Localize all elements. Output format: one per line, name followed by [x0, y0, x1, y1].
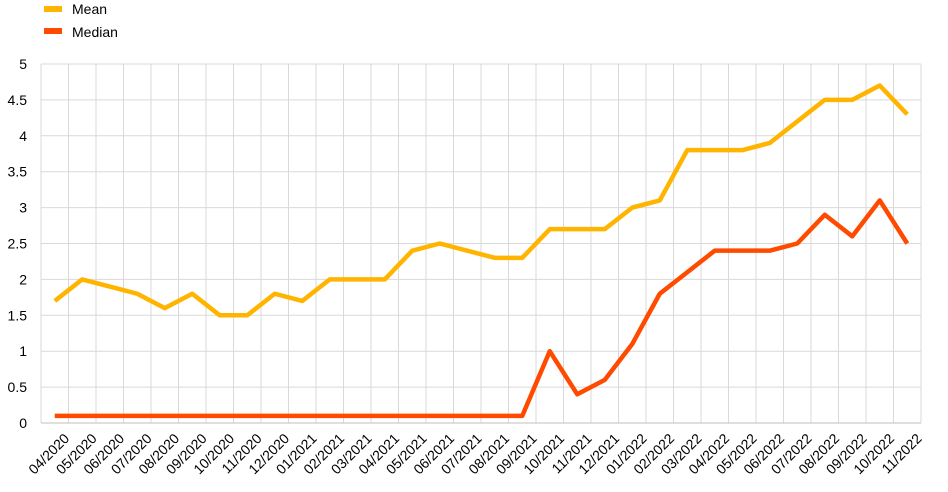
y-tick-label: 0.5: [8, 379, 28, 395]
y-tick-label: 4: [19, 128, 27, 144]
y-axis: 0 0.5 1 1.5 2 2.5 3 3.5 4 4.5 5: [8, 56, 28, 431]
y-tick-label: 1: [19, 343, 27, 359]
y-tick-label: 0: [19, 415, 27, 431]
y-tick-label: 3.5: [8, 164, 28, 180]
x-axis: 04/202005/202006/202007/202008/202009/20…: [25, 422, 925, 477]
y-tick-label: 2: [19, 271, 27, 287]
series-lines: [53, 83, 910, 419]
series-line-mean: [53, 83, 909, 318]
legend: Mean Median: [44, 1, 118, 40]
y-tick-label: 4.5: [8, 92, 28, 108]
legend-label-median: Median: [72, 24, 118, 40]
gridlines: [40, 63, 922, 424]
legend-label-mean: Mean: [72, 1, 107, 17]
legend-swatch-median: [44, 28, 62, 34]
series-line-median: [54, 198, 910, 419]
y-tick-label: 1.5: [8, 307, 28, 323]
y-tick-label: 3: [19, 200, 27, 216]
y-tick-label: 5: [19, 56, 27, 72]
legend-swatch-mean: [44, 6, 62, 12]
y-tick-label: 2.5: [8, 236, 28, 252]
